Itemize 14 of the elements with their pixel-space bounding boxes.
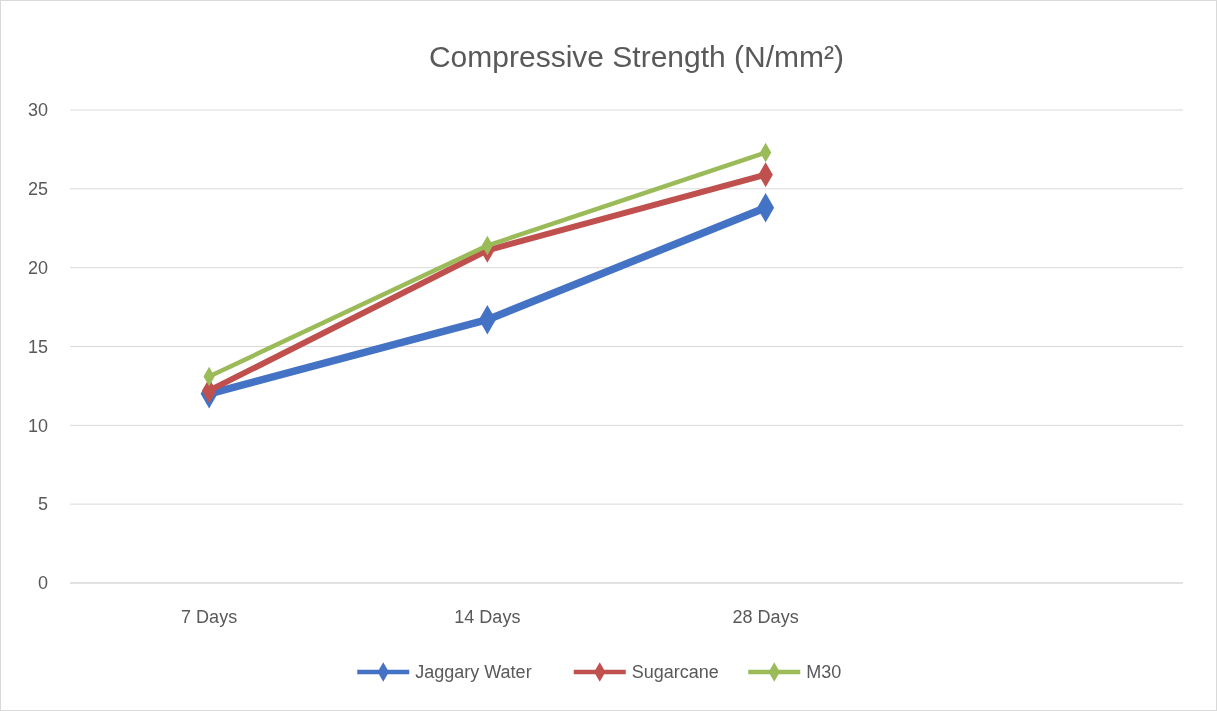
y-tick-label: 0 — [37, 573, 48, 594]
x-tick-label: 28 Days — [732, 607, 799, 627]
y-tick-label: 15 — [27, 336, 48, 357]
chart-title: Compressive Strength (N/mm²) — [428, 40, 845, 73]
y-tick-label: 30 — [27, 100, 48, 121]
y-tick-label: 5 — [37, 494, 48, 515]
legend-label: Sugarcane — [631, 662, 719, 683]
y-tick-label: 20 — [27, 257, 48, 278]
y-tick-label: 25 — [27, 179, 48, 200]
legend-label: Jaggary Water — [415, 662, 532, 683]
x-tick-label: 14 Days — [454, 607, 521, 627]
legend-label: M30 — [806, 662, 842, 683]
x-tick-label: 7 Days — [181, 607, 238, 627]
y-tick-label: 10 — [27, 415, 48, 436]
